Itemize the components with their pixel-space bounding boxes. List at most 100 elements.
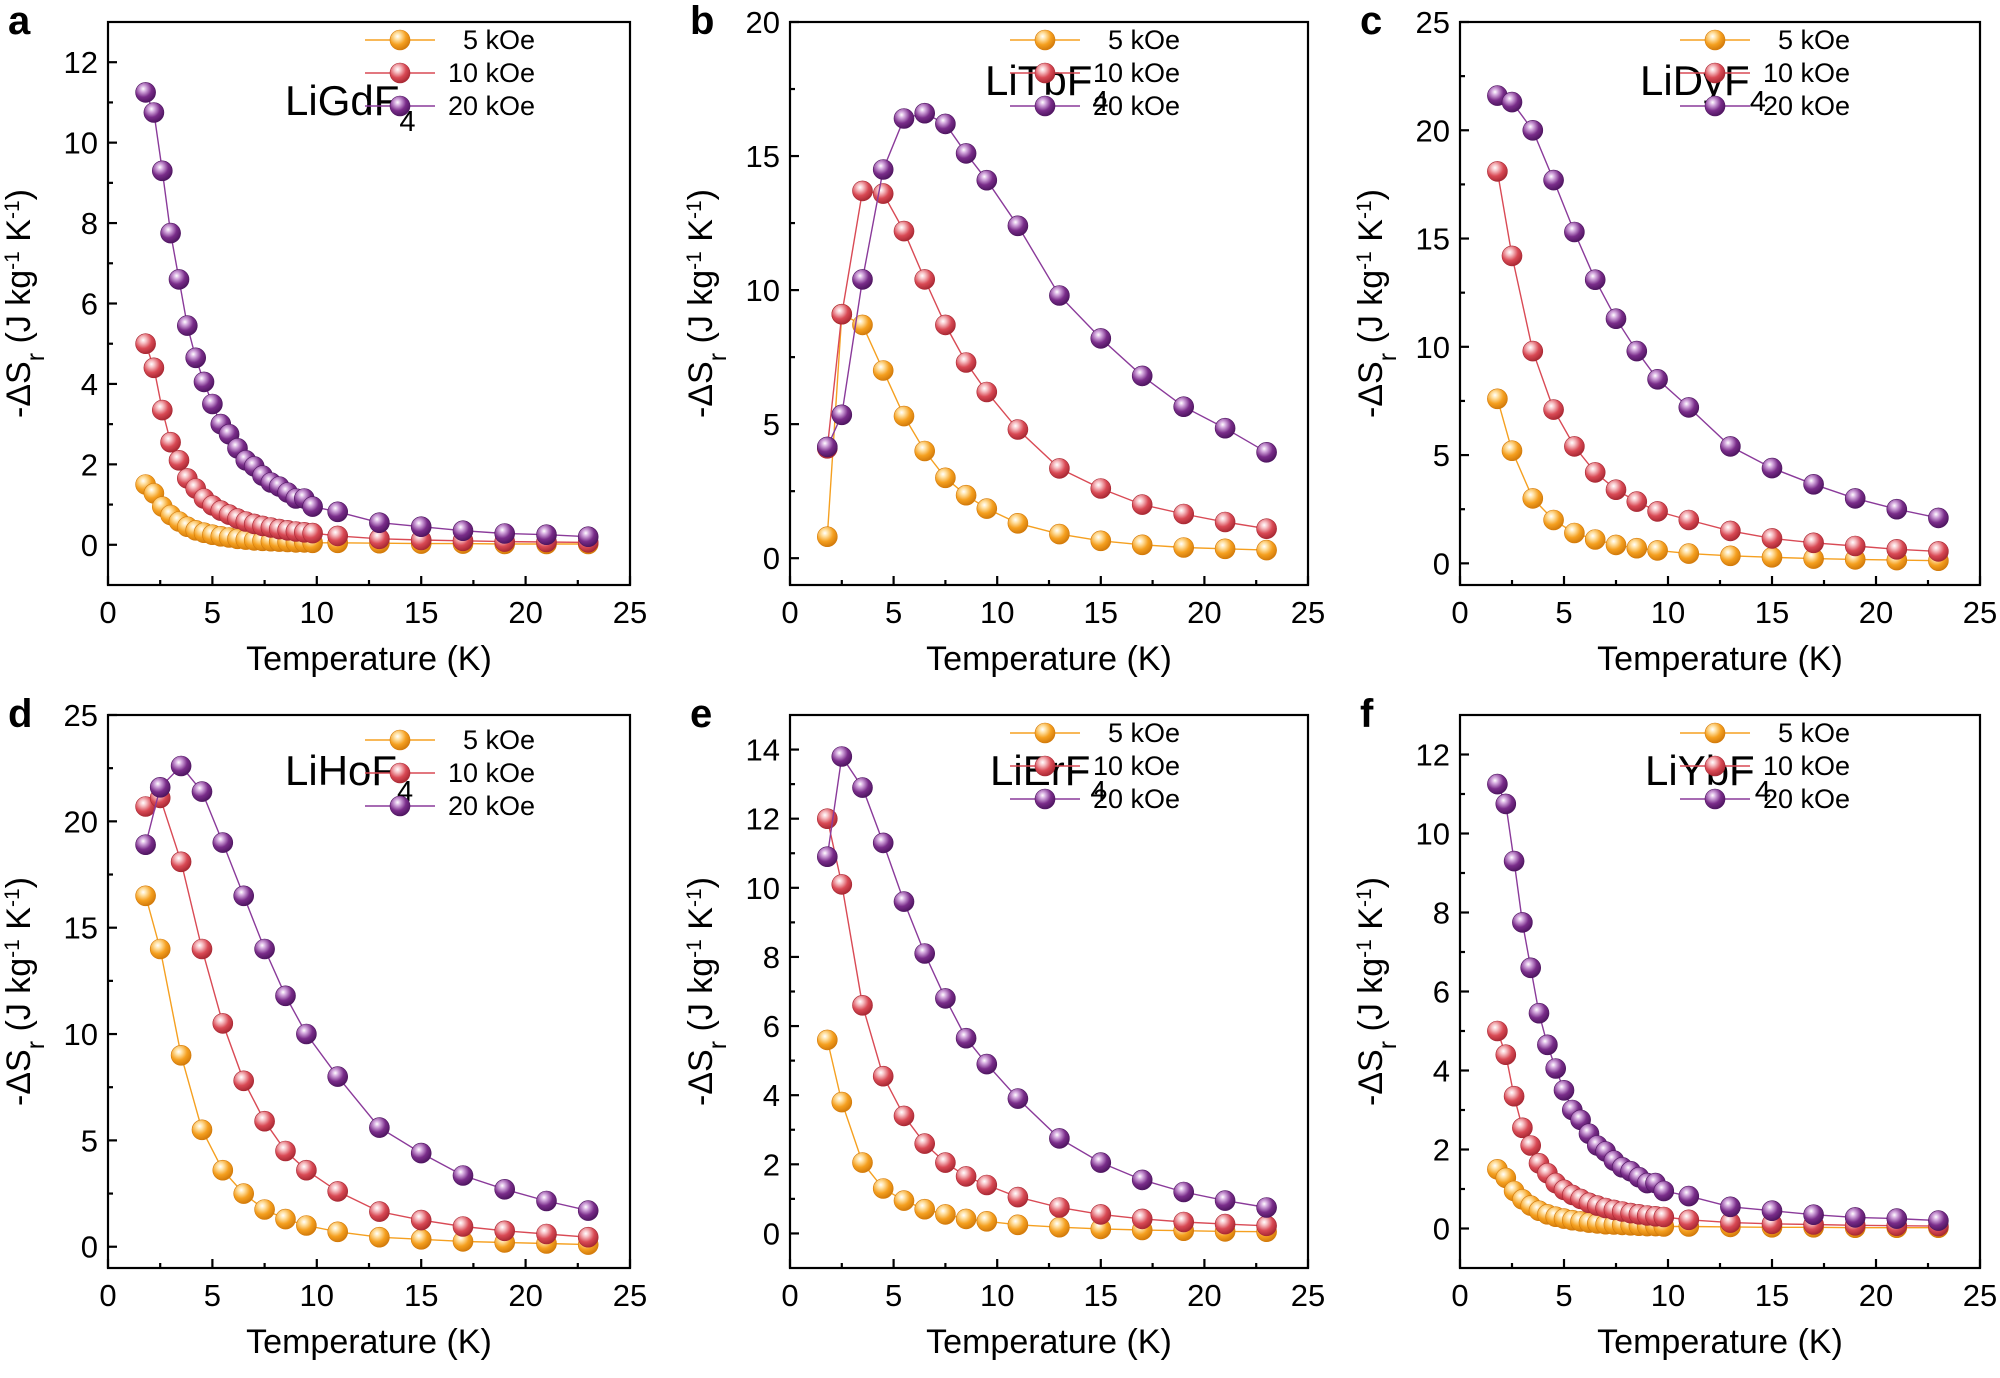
data-point	[327, 1221, 349, 1243]
data-point	[1495, 1044, 1517, 1065]
data-point	[1761, 528, 1783, 549]
data-point	[1214, 538, 1236, 560]
legend-item-5-koe: 5 kOe	[1010, 25, 1180, 55]
data-point	[852, 777, 873, 798]
data-point	[872, 360, 894, 381]
y-tick-label: 10	[1416, 817, 1450, 852]
compound-title: LiYbF4	[1645, 747, 1771, 808]
x-tick-label: 10	[300, 595, 334, 630]
data-point	[160, 431, 181, 453]
legend-item-10-koe: 10 kOe	[1010, 751, 1180, 781]
data-point	[852, 180, 873, 202]
series-5-koe	[1487, 388, 1949, 572]
legend-label: 10 kOe	[1763, 751, 1850, 781]
data-point	[170, 1045, 192, 1066]
y-tick-label: 10	[1416, 330, 1450, 365]
legend-item-20-koe: 20 kOe	[1010, 784, 1180, 814]
x-axis-title: Temperature (K)	[926, 640, 1172, 678]
data-point	[1214, 1213, 1236, 1235]
data-point	[1487, 773, 1508, 795]
legend-label: 10 kOe	[1093, 751, 1180, 781]
y-axis-title: -ΔSr (J kg-1 K-1)	[0, 877, 50, 1106]
data-point	[1007, 1214, 1029, 1236]
y-tick-label: 6	[1433, 975, 1450, 1010]
panel-letter: f	[1360, 692, 1374, 736]
x-tick-label: 10	[980, 1278, 1014, 1313]
data-point	[935, 467, 956, 489]
data-point	[1543, 509, 1564, 531]
data-point	[893, 220, 915, 242]
data-point	[816, 846, 838, 868]
y-tick-label: 6	[763, 1009, 780, 1044]
legend-marker	[1034, 722, 1056, 744]
x-tick-label: 10	[980, 595, 1014, 630]
legend-marker	[1704, 755, 1726, 777]
data-point	[1605, 479, 1627, 501]
series-line	[1496, 398, 1939, 562]
x-tick-label: 20	[508, 595, 542, 630]
legend-marker	[389, 29, 411, 51]
legend-item-5-koe: 5 kOe	[365, 25, 535, 55]
x-tick-label: 15	[1084, 1278, 1118, 1313]
data-point	[177, 315, 198, 336]
data-point	[191, 1119, 213, 1141]
data-point	[1522, 340, 1544, 362]
data-point	[577, 526, 599, 548]
y-tick-label: 2	[1433, 1133, 1450, 1168]
x-tick-label: 15	[1755, 595, 1789, 630]
series-line	[144, 92, 589, 538]
y-tick-label: 10	[746, 273, 780, 308]
x-tick-label: 25	[613, 595, 647, 630]
series-20-koe	[816, 746, 1277, 1218]
series-line	[826, 754, 1267, 1209]
data-point	[233, 885, 254, 907]
x-tick-label: 5	[204, 595, 221, 630]
data-point	[872, 1178, 894, 1199]
data-point	[275, 985, 296, 1007]
data-point	[872, 1065, 894, 1087]
series-10-koe	[1487, 161, 1949, 562]
data-point	[1256, 441, 1277, 463]
legend-item-10-koe: 10 kOe	[365, 758, 535, 788]
data-point	[1007, 1088, 1029, 1109]
data-point	[1512, 912, 1533, 933]
data-point	[143, 102, 165, 123]
data-point	[1173, 503, 1194, 525]
y-tick-label: 4	[81, 367, 98, 402]
y-tick-label: 15	[1416, 222, 1450, 257]
data-point	[1564, 436, 1585, 457]
data-point	[914, 1198, 936, 1220]
y-tick-label: 2	[81, 447, 98, 482]
data-point	[1503, 850, 1525, 872]
data-point	[955, 484, 977, 506]
legend-marker	[1034, 788, 1056, 810]
legend-label: 20 kOe	[1093, 91, 1180, 121]
y-tick-label: 10	[64, 126, 98, 161]
data-point	[327, 1181, 349, 1202]
legend-label: 5 kOe	[1778, 25, 1850, 55]
data-point	[149, 776, 171, 798]
legend-item-5-koe: 5 kOe	[1680, 25, 1850, 55]
legend-marker	[389, 762, 411, 784]
data-point	[212, 1013, 234, 1034]
data-point	[296, 1215, 317, 1236]
data-point	[168, 269, 190, 290]
data-point	[1049, 458, 1070, 479]
legend-marker	[1034, 62, 1056, 84]
data-point	[1678, 1209, 1700, 1231]
data-point	[852, 314, 873, 336]
data-point	[955, 1027, 977, 1049]
data-point	[452, 1165, 474, 1186]
data-point	[1720, 436, 1741, 457]
y-tick-label: 6	[81, 287, 98, 322]
series-5-koe	[816, 1029, 1277, 1242]
data-point	[1553, 1080, 1575, 1101]
data-point	[1131, 534, 1153, 556]
data-point	[1647, 368, 1668, 390]
data-point	[577, 1200, 599, 1221]
x-tick-label: 5	[1555, 1278, 1572, 1313]
data-point	[191, 938, 213, 960]
x-tick-label: 0	[99, 595, 116, 630]
